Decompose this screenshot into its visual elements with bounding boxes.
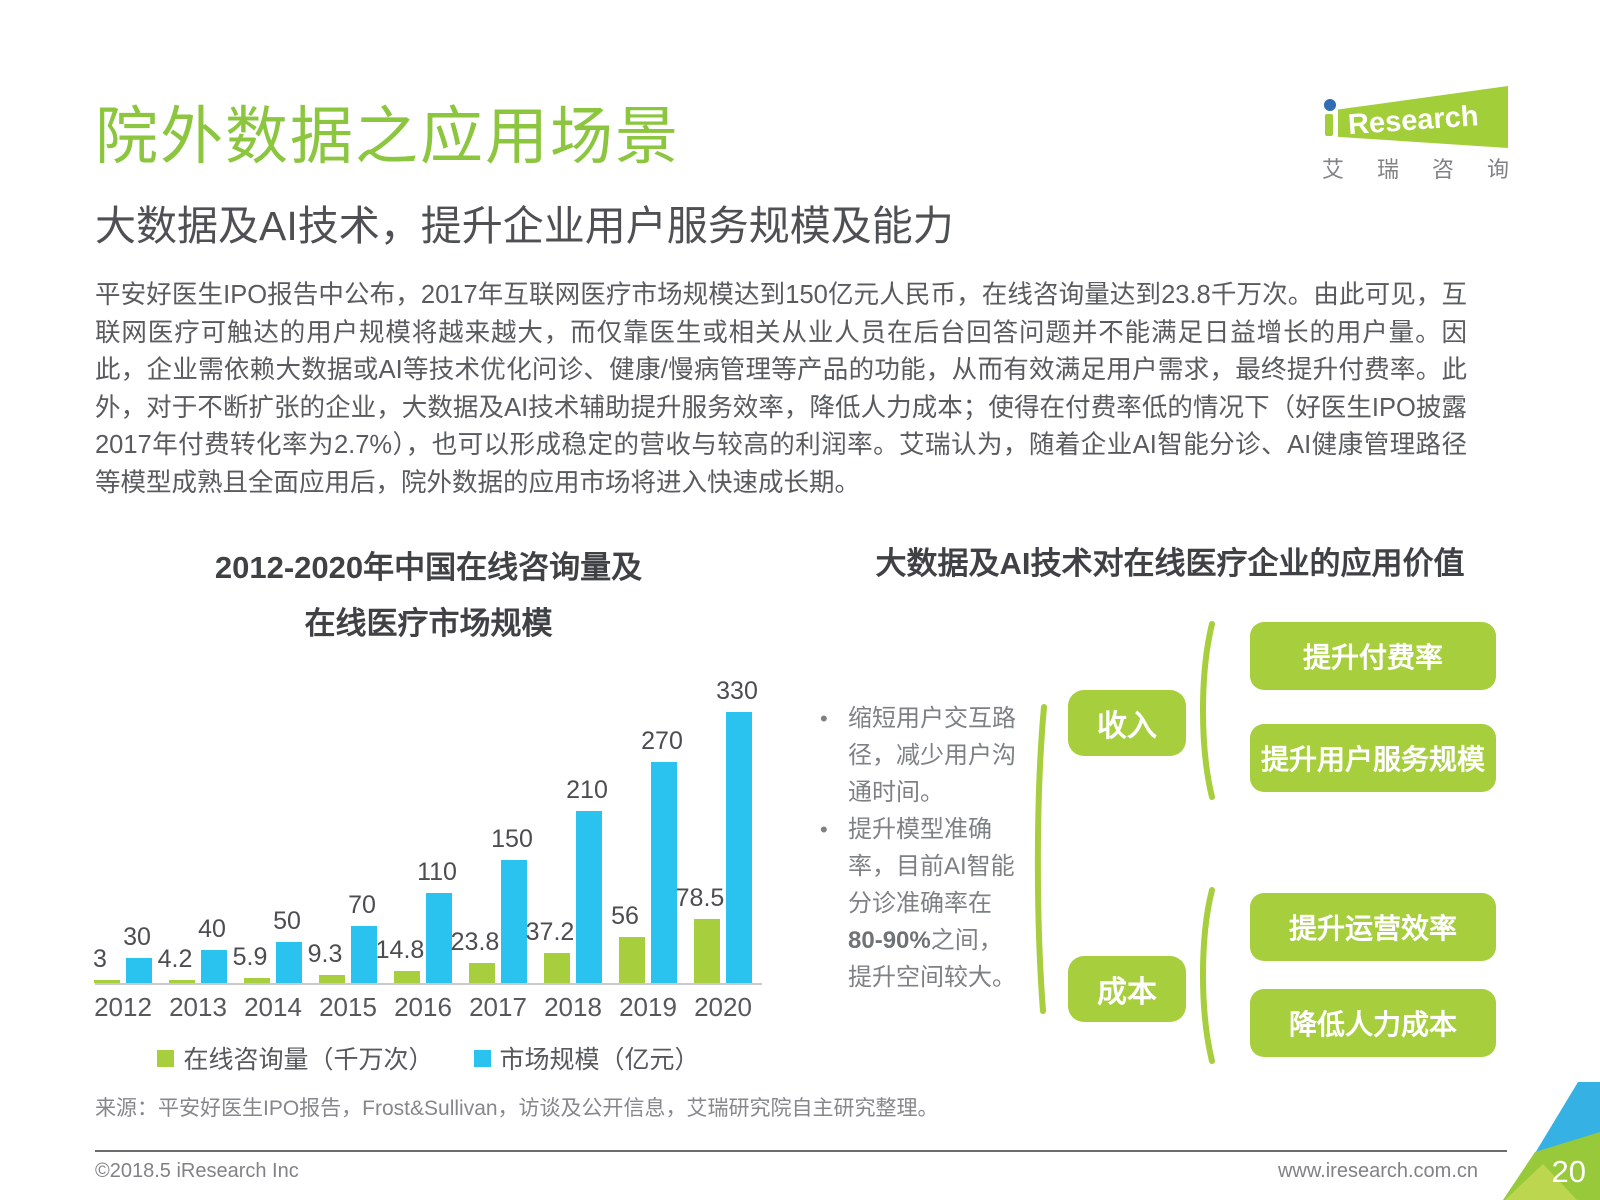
footer-website: www.iresearch.com.cn (1277, 1160, 1478, 1182)
footer-copyright: ©2018.5 iResearch Inc (95, 1160, 299, 1182)
bar-consultations (169, 979, 195, 983)
x-tick-label: 2017 (469, 992, 527, 1022)
bar-market-size (351, 925, 377, 983)
bar-market-size (726, 712, 752, 983)
value-label-market-size: 70 (348, 890, 376, 919)
value-label-consultations: 14.8 (375, 935, 425, 964)
value-label-consultations: 23.8 (450, 928, 500, 957)
bullet-item: • 提升模型准确率，目前AI智能分诊准确率在80-90%之间，提升空间较大。 (820, 811, 1025, 996)
page-subtitle: 大数据及AI技术，提升企业用户服务规模及能力 (95, 203, 954, 249)
diagram-title: 大数据及AI技术对在线医疗企业的应用价值 (875, 546, 1465, 581)
x-tick-label: 2015 (319, 992, 377, 1022)
logo-i-stem-icon (1325, 114, 1333, 136)
x-tick-label: 2016 (394, 992, 452, 1022)
value-box-operation-efficiency: 提升运营效率 (1250, 893, 1496, 961)
group-box-income: 收入 (1068, 690, 1186, 756)
logo-flag-shape: Research (1338, 86, 1508, 148)
bar-market-size (201, 950, 227, 983)
logo-chinese-name: 艾瑞咨询 (1322, 157, 1543, 182)
bullet-text: 提升模型准确率，目前AI智能分诊准确率在80-90%之间，提升空间较大。 (848, 816, 1016, 991)
corner-decoration (1503, 1082, 1600, 1200)
page-number: 20 (1551, 1154, 1586, 1189)
x-tick-label: 2020 (694, 992, 752, 1022)
bar-market-size (426, 892, 452, 983)
diagram-bullet-list: • 缩短用户交互路径，减少用户沟通时间。 • 提升模型准确率，目前AI智能分诊准… (820, 700, 1025, 996)
legend-swatch-blue-icon (473, 1049, 491, 1067)
value-box-payment-rate: 提升付费率 (1250, 622, 1496, 690)
bullet-item: • 缩短用户交互路径，减少用户沟通时间。 (820, 700, 1025, 811)
logo-wordmark: Research (1347, 100, 1480, 142)
group-box-cost: 成本 (1068, 956, 1186, 1022)
value-label-consultations: 5.9 (232, 943, 268, 972)
value-label-market-size: 210 (566, 775, 608, 804)
value-label-market-size: 150 (491, 825, 533, 853)
bar-consultations (394, 970, 420, 983)
value-label-consultations: 56 (611, 902, 639, 931)
bar-consultations (469, 963, 495, 983)
legend-item-consultations: 在线咨询量（千万次） (157, 1040, 434, 1076)
chart-x-tick-labels: 2012 2013 2014 2015 2016 2017 2018 2019 2020 (94, 992, 762, 1022)
bullet-dot-icon: • (820, 706, 828, 731)
footer-divider (95, 1150, 1507, 1152)
x-tick-label: 2013 (169, 992, 227, 1022)
bar-consultations (694, 918, 720, 983)
chart-title-line2: 在线医疗市场规模 (304, 606, 553, 641)
income-bracket-line (1200, 621, 1215, 800)
bar-consultations (619, 937, 645, 983)
bar-market-size (501, 860, 527, 983)
legend-label-consultations: 在线咨询量（千万次） (183, 1046, 434, 1074)
value-label-market-size: 40 (198, 915, 226, 944)
cost-bracket-line (1200, 887, 1215, 1064)
bar-consultations (544, 952, 570, 983)
chart-legend: 在线咨询量（千万次） 市场规模（亿元） (95, 1040, 762, 1076)
chart-title: 2012-2020年中国在线咨询量及 在线医疗市场规模 (95, 540, 762, 652)
value-label-consultations: 37.2 (525, 917, 575, 946)
diagram-spine-line (1034, 704, 1047, 1014)
value-label-consultations: 78.5 (675, 883, 725, 912)
bar-market-size (576, 810, 602, 983)
bar-market-size (276, 942, 302, 983)
value-label-market-size: 30 (123, 923, 151, 952)
chart-plot: 3 30 4.2 40 5.9 50 9.3 70 14.8 110 23.8 150 37.2 210 5… (93, 652, 762, 985)
value-label-market-size: 270 (641, 726, 683, 755)
chart-x-axis (95, 983, 762, 985)
bullet-dot-icon: • (820, 817, 828, 842)
value-label-consultations: 4.2 (157, 944, 193, 973)
legend-swatch-green-icon (157, 1049, 175, 1067)
legend-label-market-size: 市场规模（亿元） (499, 1046, 700, 1074)
value-label-consultations: 9.3 (307, 940, 343, 969)
value-box-service-scale: 提升用户服务规模 (1250, 724, 1496, 792)
chart-title-line1: 2012-2020年中国在线咨询量及 (214, 550, 643, 585)
legend-item-market-size: 市场规模（亿元） (473, 1040, 700, 1076)
value-box-labor-cost: 降低人力成本 (1250, 989, 1496, 1057)
logo-i-dot-icon (1324, 99, 1336, 111)
bar-market-size (651, 761, 677, 983)
x-tick-label: 2019 (619, 992, 677, 1022)
bar-consultations (319, 975, 345, 983)
x-tick-label: 2012 (94, 992, 152, 1022)
value-label-consultations: 3 (93, 945, 107, 973)
value-label-market-size: 50 (273, 907, 301, 935)
source-note: 来源：平安好医生IPO报告，Frost&Sullivan，访谈及公开信息，艾瑞研… (95, 1097, 939, 1120)
iresearch-logo: Research 艾瑞咨询 (1322, 86, 1543, 184)
page-title: 院外数据之应用场景 (95, 102, 680, 172)
x-tick-label: 2014 (244, 992, 302, 1022)
value-label-market-size: 330 (716, 677, 758, 706)
body-paragraph: 平安好医生IPO报告中公布，2017年互联网医疗市场规模达到150亿元人民币，在… (95, 281, 1467, 497)
bar-consultations (244, 978, 270, 983)
bar-consultations (94, 980, 120, 983)
x-tick-label: 2018 (544, 992, 602, 1022)
bullet-text: 缩短用户交互路径，减少用户沟通时间。 (848, 705, 1016, 806)
bar-market-size (126, 958, 152, 983)
value-label-market-size: 110 (417, 857, 457, 886)
